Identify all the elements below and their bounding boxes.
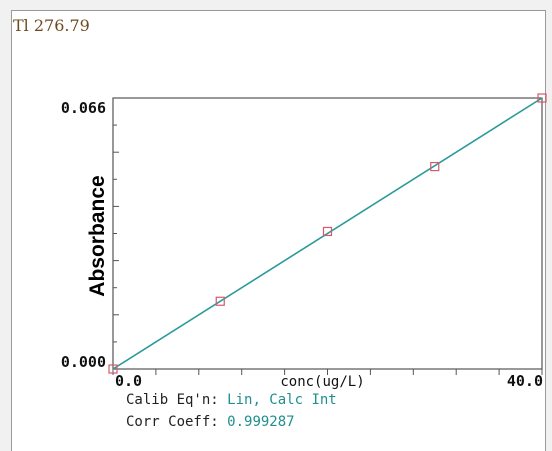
y-tick-label-max: 0.066 (61, 99, 106, 117)
data-point (322, 226, 333, 237)
calibration-fit-line (112, 97, 543, 370)
element-wavelength-label: Tl 276.79 (13, 16, 90, 35)
data-point (108, 364, 118, 374)
y-tick-label-min: 0.000 (61, 353, 106, 371)
corr-coeff-key: Corr Coeff: (126, 414, 219, 430)
y-axis-title: Absorbance (86, 175, 109, 296)
calibration-panel (11, 10, 546, 451)
corr-coeff-row: Corr Coeff: 0.999287 (126, 414, 295, 430)
x-axis-title: conc(ug/L) (280, 374, 364, 390)
data-point (215, 296, 225, 306)
x-tick-label-max: 40.0 (507, 372, 543, 390)
corr-coeff-value: 0.999287 (227, 414, 295, 430)
data-point (430, 161, 440, 172)
calib-equation-value: Lin, Calc Int (227, 392, 337, 408)
x-tick-label-min: 0.0 (115, 372, 142, 390)
data-point (537, 93, 547, 103)
calib-equation-row: Calib Eq'n: Lin, Calc Int (126, 392, 337, 408)
calib-equation-key: Calib Eq'n: (126, 392, 219, 408)
